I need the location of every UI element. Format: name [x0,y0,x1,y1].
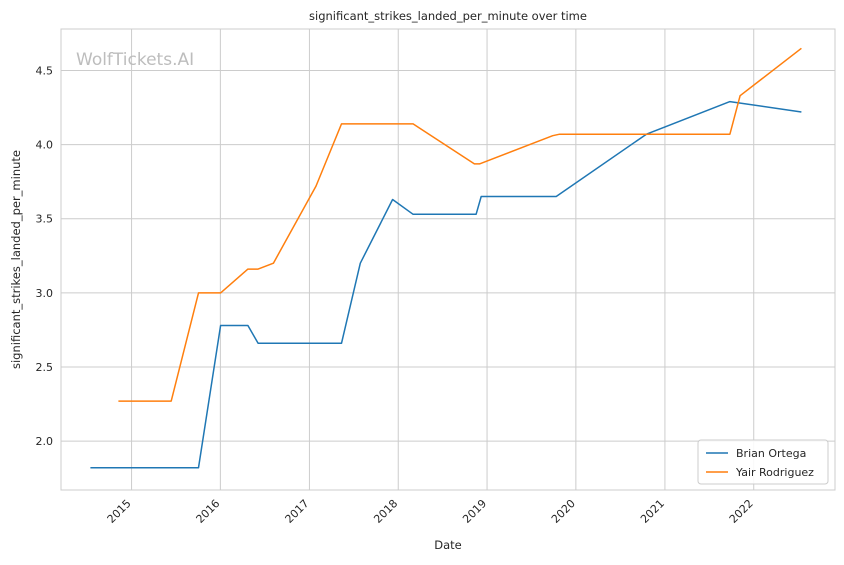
y-tick-label: 2.5 [36,361,54,374]
legend-label: Yair Rodriguez [735,466,814,479]
legend-label: Brian Ortega [736,447,806,460]
y-tick-label: 3.0 [36,287,54,300]
legend: Brian Ortega Yair Rodriguez [698,440,828,484]
chart-title: significant_strikes_landed_per_minute ov… [309,9,587,23]
y-tick-label: 3.5 [36,213,54,226]
y-tick-label: 4.0 [36,139,54,152]
y-tick-label: 2.0 [36,435,54,448]
y-axis-label: significant_strikes_landed_per_minute [9,150,23,369]
y-tick-label: 4.5 [36,65,54,78]
watermark: WolfTickets.AI [76,50,194,70]
x-axis-label: Date [434,538,462,552]
